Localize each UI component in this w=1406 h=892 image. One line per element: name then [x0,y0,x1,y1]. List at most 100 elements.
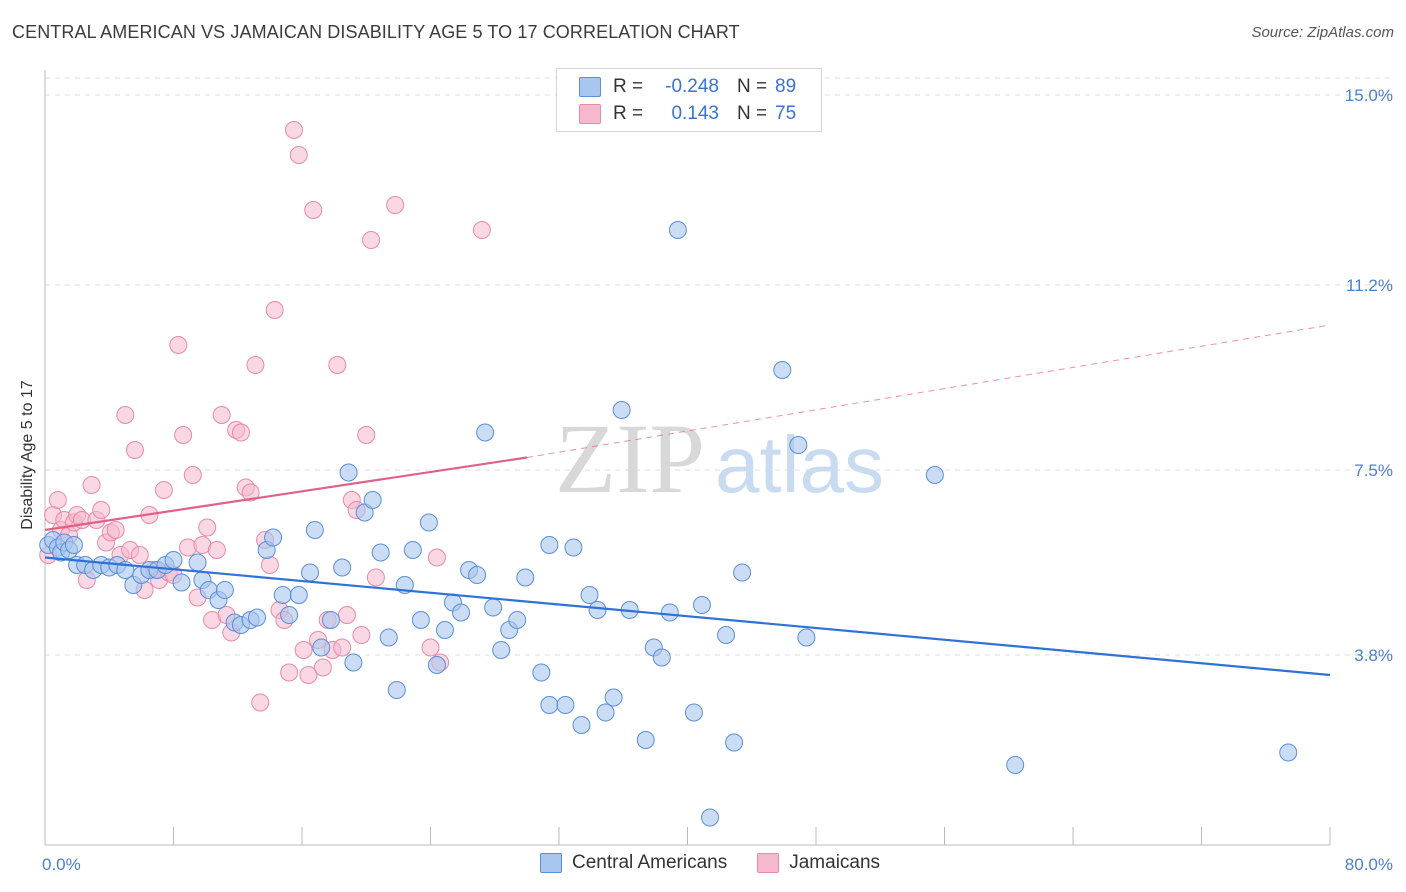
central-american-point [660,603,679,622]
jamaican-point [246,356,265,374]
central-american-point [612,401,631,419]
central-american-point [468,566,487,584]
trend-lines [44,324,1331,677]
jamaican-point [362,231,381,249]
jamaican-point [352,626,371,644]
jamaican-point [280,663,299,682]
legend-n-label: N = [737,76,768,97]
jamaican-point [304,201,323,219]
central-american-point [1279,743,1298,762]
watermark-atlas: atlas [715,420,884,509]
legend-r-label: R = [613,76,644,97]
legend-swatch-central [579,77,601,97]
legend-n-value: 75 [775,103,797,124]
legend-label-jamaican: Jamaicans [789,852,881,873]
central-american-point [564,538,583,557]
legend-row-central: R = -0.248 N = 89 [579,75,796,99]
jamaican-point [421,638,440,657]
central-american-point [344,653,363,672]
jamaican-point [427,548,446,567]
central-american-point [339,463,358,482]
central-american-point [248,608,267,627]
central-american-point [484,598,503,617]
central-american-point [532,663,551,682]
series-legend: Central Americans Jamaicans [540,852,910,874]
jamaican-point [328,356,347,374]
jamaican-point [48,491,67,509]
central-american-point [264,528,283,547]
central-american-point [572,716,591,734]
jamaican-point [284,121,303,139]
central-american-point [652,648,671,667]
jamaican-point [241,483,260,502]
central-american-point [700,808,719,827]
central-american-point [305,521,324,539]
central-american-point [789,436,808,454]
jamaican-point [174,426,193,444]
jamaican-point [183,466,202,484]
jamaican-point [231,423,250,442]
central-american-point [387,681,406,699]
jamaican-point [106,521,125,539]
watermark-zip: ZIP [555,403,705,514]
jamaican-point [313,658,332,677]
jamaican-point [299,666,318,684]
jamaican-trend-line [44,456,528,532]
axes [44,70,1331,846]
legend-label-central: Central Americans [572,852,728,873]
central-american-point [604,688,623,707]
legend-r-value: -0.248 [665,76,719,97]
jamaican-point [251,693,270,712]
jamaican-point [386,196,405,214]
central-american-point [164,551,183,569]
central-american-point [636,731,655,749]
jamaican-point [154,481,173,499]
legend-row-jamaican: R = 0.143 N = 75 [579,102,796,126]
central-american-point [403,541,422,559]
central-american-point [379,628,398,647]
central-american-point [516,568,535,587]
central-american-point [321,611,340,629]
chart-source: Source: ZipAtlas.com [1251,24,1394,41]
central-american-point [476,423,495,442]
central-american-point [492,641,511,659]
jamaican-point [337,606,356,624]
central-american-point [596,703,615,722]
central-american-point [411,611,430,629]
legend-n-label: N = [737,103,768,124]
jamaican-point [207,541,226,559]
jamaican-point [212,406,231,424]
jamaican-point [130,546,149,564]
central-american-point [588,601,607,619]
central-american-point [333,558,352,577]
central-american-point [684,703,703,722]
central-americans-points [39,221,1298,827]
central-american-point [540,536,559,554]
central-american-point [692,596,711,614]
correlation-legend: R = -0.248 N = 89 R = 0.143 N = 75 [556,68,822,132]
central-american-point [419,513,438,532]
legend-item-central-americans[interactable]: Central Americans [540,852,727,874]
central-american-point [1006,756,1025,774]
central-american-point [280,606,299,624]
x-tick-label: 80.0% [1345,855,1393,874]
central-american-point [289,586,308,604]
legend-r-label: R = [613,103,644,124]
jamaican-point [294,641,313,659]
jamaican-point [82,476,101,494]
central-american-point [556,696,575,714]
central-american-point [452,603,471,622]
jamaican-point [169,336,188,354]
jamaican-point [333,638,352,657]
central-american-point [363,491,382,509]
y-tick-label: 3.8% [1354,646,1393,665]
legend-item-jamaicans[interactable]: Jamaicans [757,852,880,874]
jamaican-point [366,568,385,587]
central-american-point [172,573,191,592]
central-american-point [371,543,390,562]
jamaican-point [265,301,284,319]
jamaican-point [198,518,217,537]
jamaican-point [260,556,279,574]
watermark: ZIP atlas [555,403,884,514]
